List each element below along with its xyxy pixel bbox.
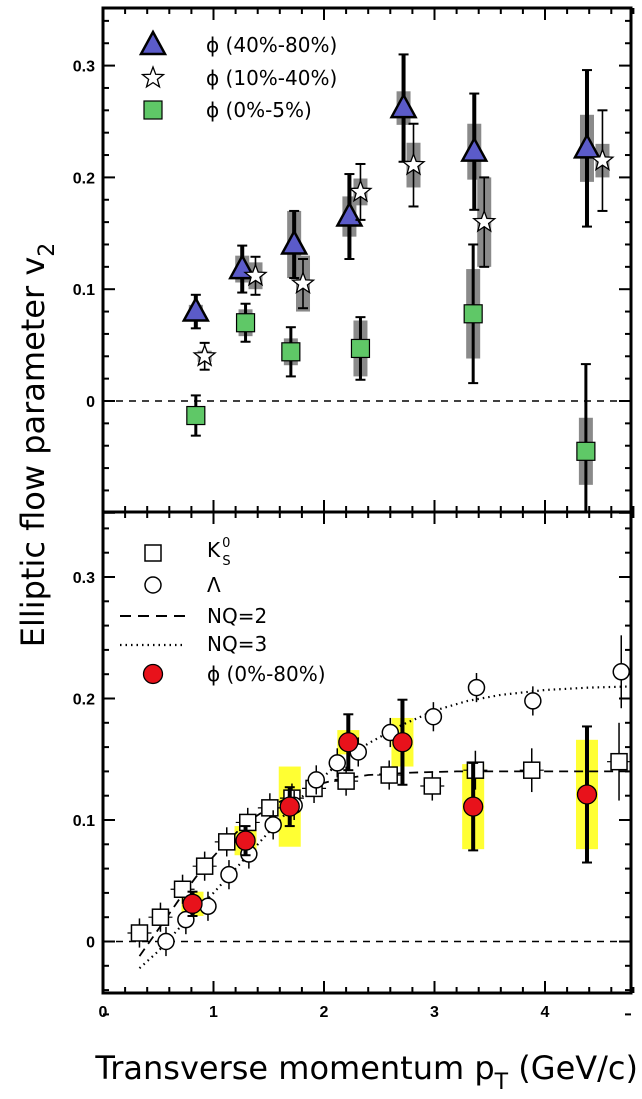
top-y-tick-label: 0.1 — [73, 282, 95, 299]
top-y-tick-label: 0.3 — [73, 59, 95, 76]
bottom-legend: K 0 S Λ NQ=2 NQ=3 ϕ (0%-80%) — [120, 536, 326, 686]
x-axis-label-main: Transverse momentum p — [94, 1049, 494, 1087]
phi-point — [235, 830, 256, 851]
top-legend-label: ϕ (40%-80%) — [206, 33, 337, 57]
nq2-curve — [138, 770, 634, 957]
k0s-point — [130, 924, 149, 942]
k0s-point — [151, 908, 170, 926]
y-axis-label: Elliptic flow parameter v2 — [14, 243, 60, 648]
top-data-point — [389, 92, 418, 119]
top-legend: ϕ (40%-80%) ϕ (10%-40%) ϕ (0%-5%) — [138, 29, 337, 122]
lambda-point — [307, 771, 326, 789]
y-axis-label-subscript: 2 — [35, 243, 60, 257]
k0s-point — [239, 813, 257, 832]
top-data-point — [401, 152, 426, 176]
bottom-x-tick-label: 0 — [99, 1004, 108, 1021]
top-data-point — [335, 200, 364, 227]
k0s-point — [195, 857, 214, 875]
x-axis-label-unit: (GeV/c) — [508, 1049, 638, 1087]
bottom-x-tick-label: 1 — [209, 1004, 218, 1021]
top-data-point — [186, 405, 206, 426]
k0s-point — [218, 833, 236, 851]
nq3-legend-label: NQ=3 — [207, 632, 267, 656]
lambda-point — [612, 663, 630, 681]
top-data-point — [350, 338, 371, 359]
lambda-point — [467, 678, 486, 697]
k0s-point — [466, 761, 485, 779]
top-data-point — [281, 342, 301, 362]
x-axis-label-subscript: T — [494, 1070, 509, 1095]
k0s-point — [522, 761, 541, 779]
lambda-legend-marker — [144, 576, 162, 594]
top-legend-marker — [143, 100, 163, 120]
phi-point — [392, 732, 413, 753]
x-axis-label: Transverse momentum pT (GeV/c) — [94, 1049, 638, 1095]
lambda-point — [328, 754, 347, 772]
nq2-legend-label: NQ=2 — [207, 604, 267, 628]
bottom-y-tick-label: 0 — [86, 935, 95, 952]
top-data-point — [472, 209, 497, 233]
lambda-point — [157, 932, 175, 951]
bottom-y-tick-label: 0.3 — [73, 570, 95, 587]
top-data-point — [463, 304, 483, 324]
top-data-point — [590, 147, 615, 172]
top-y-tick-label: 0.2 — [73, 170, 95, 187]
k0s-point — [173, 880, 192, 899]
bottom-panel: 0 0.1 0.2 0.3 0 1 2 3 4 — [73, 510, 635, 1021]
bottom-frame — [101, 510, 633, 995]
k0s-point — [423, 777, 442, 795]
phi-point — [338, 732, 359, 753]
phi-point — [279, 796, 300, 817]
k0s-point — [337, 772, 355, 790]
top-y-tick-label: 0 — [86, 394, 95, 411]
lambda-point — [264, 816, 282, 834]
phi-legend-marker — [142, 663, 164, 685]
top-data-point — [280, 228, 309, 255]
top-data-point — [235, 313, 256, 333]
top-data-point — [290, 270, 316, 295]
bottom-x-tick-label: 4 — [541, 1004, 550, 1021]
y-axis-label-main: Elliptic flow parameter v — [14, 257, 52, 648]
top-legend-label: ϕ (10%-40%) — [206, 66, 337, 90]
top-data-point — [181, 295, 210, 322]
phi-legend-label: ϕ (0%-80%) — [207, 662, 326, 686]
phi-point — [182, 893, 203, 914]
lambda-point — [199, 897, 217, 916]
phi-point — [576, 784, 598, 805]
k0s-point — [380, 766, 398, 784]
top-data-point — [192, 343, 217, 367]
bottom-y-tick-label: 0.1 — [73, 813, 95, 830]
bottom-x-tick-label: 2 — [320, 1004, 329, 1021]
lambda-point — [424, 707, 443, 726]
lambda-point — [524, 692, 542, 710]
phi-point — [463, 796, 484, 817]
k0s-legend-marker — [144, 544, 162, 562]
lambda-legend-label: Λ — [207, 573, 221, 597]
lambda-point — [220, 865, 238, 884]
bottom-y-tick-label: 0.2 — [73, 692, 95, 709]
top-data-point — [348, 179, 373, 203]
top-legend-marker — [140, 65, 166, 89]
top-data-point — [243, 262, 268, 287]
k0s-point — [261, 799, 279, 817]
top-data-point — [576, 441, 596, 461]
k0s-point — [610, 752, 628, 771]
top-data-point — [572, 132, 602, 159]
top-frame — [101, 6, 633, 514]
bottom-x-tick-label: 3 — [430, 1004, 439, 1021]
top-panel: 0 0.1 0.2 0.3 — [73, 6, 635, 514]
top-legend-marker — [138, 29, 168, 56]
top-legend-label: ϕ (0%-5%) — [206, 98, 312, 122]
top-data-point — [460, 136, 489, 162]
